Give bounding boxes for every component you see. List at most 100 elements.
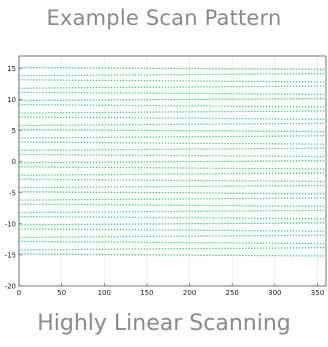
scan-point [236,180,238,182]
scan-point [292,217,295,220]
scan-point [286,167,289,170]
scan-point [197,204,199,207]
scan-point [215,80,217,82]
scan-point [167,92,169,95]
scan-point [158,104,161,107]
scan-point [134,235,137,238]
scan-point [206,222,208,225]
scan-point [194,80,196,82]
scan-point [197,105,199,107]
scan-point [206,192,208,194]
scan-point [155,92,158,94]
scan-point [57,203,59,206]
scan-point [233,185,235,187]
scan-point [143,216,146,219]
scan-point [263,130,265,132]
scan-point [98,211,101,213]
scan-point [113,211,116,213]
scan-point [92,179,95,181]
scan-point [107,99,110,101]
scan-point [310,205,313,207]
scan-point [185,254,187,256]
scan-point [167,247,169,250]
scan-point [39,141,41,143]
scan-point [179,173,181,175]
scan-point [170,160,172,163]
scan-point [227,222,229,225]
scan-point [292,85,295,87]
scan-point [194,154,196,157]
scan-point [146,142,149,144]
scan-point [24,199,26,201]
scan-point [122,253,125,256]
scan-point [104,86,107,89]
scan-point [310,81,313,83]
scan-point [209,110,211,113]
scan-point [149,79,152,82]
scan-point [209,173,211,175]
scan-point [24,224,26,226]
scan-point [200,247,202,250]
scan-point [143,204,146,206]
scan-point [209,185,211,188]
scan-point [310,147,313,150]
scan-point [27,74,29,77]
scan-point [45,136,47,139]
scan-point [104,154,107,156]
scan-point [60,240,62,243]
scan-point [134,117,137,119]
scan-point [248,85,250,88]
scan-point [197,117,199,120]
scan-point [128,99,131,101]
scan-point [263,217,265,220]
scan-point [245,235,247,237]
scan-point [182,123,184,126]
scan-point [39,66,41,69]
scan-point [289,255,292,257]
scan-point [110,248,113,250]
scan-point [45,166,47,168]
scan-point [203,105,205,107]
scan-point [110,124,113,126]
scan-point [80,141,83,144]
scan-point [54,240,56,243]
scan-point [301,205,304,207]
scan-point [188,210,190,213]
scan-point [30,191,32,193]
scan-point [164,98,166,101]
scan-point [230,135,232,138]
scan-point [113,124,116,126]
scan-point [289,222,292,224]
scan-point [301,93,304,95]
scan-point [149,67,152,70]
scan-point [233,105,235,107]
scan-point [236,80,238,83]
scan-point [104,235,107,238]
scan-point [98,216,101,218]
scan-point [137,154,140,156]
scan-point [113,136,116,138]
scan-point [170,229,172,231]
scan-point [161,136,164,138]
scan-point [274,105,277,108]
scan-point [209,210,211,212]
scan-point [113,186,116,188]
scan-point [68,166,71,168]
scan-point [39,186,41,189]
scan-point [24,236,26,239]
scan-point [36,91,38,94]
scan-point [248,254,250,257]
scan-point [298,105,301,108]
scan-point [116,99,119,101]
scan-point [86,173,89,176]
scan-point [301,68,304,71]
y-tick-label: -10 [5,220,16,228]
scan-point [271,147,274,150]
scan-point [42,248,44,251]
scan-point [77,203,80,206]
scan-point [248,80,250,83]
scan-point [128,191,131,194]
scan-point [71,116,74,119]
scan-line [18,246,325,251]
scan-point [36,137,38,139]
